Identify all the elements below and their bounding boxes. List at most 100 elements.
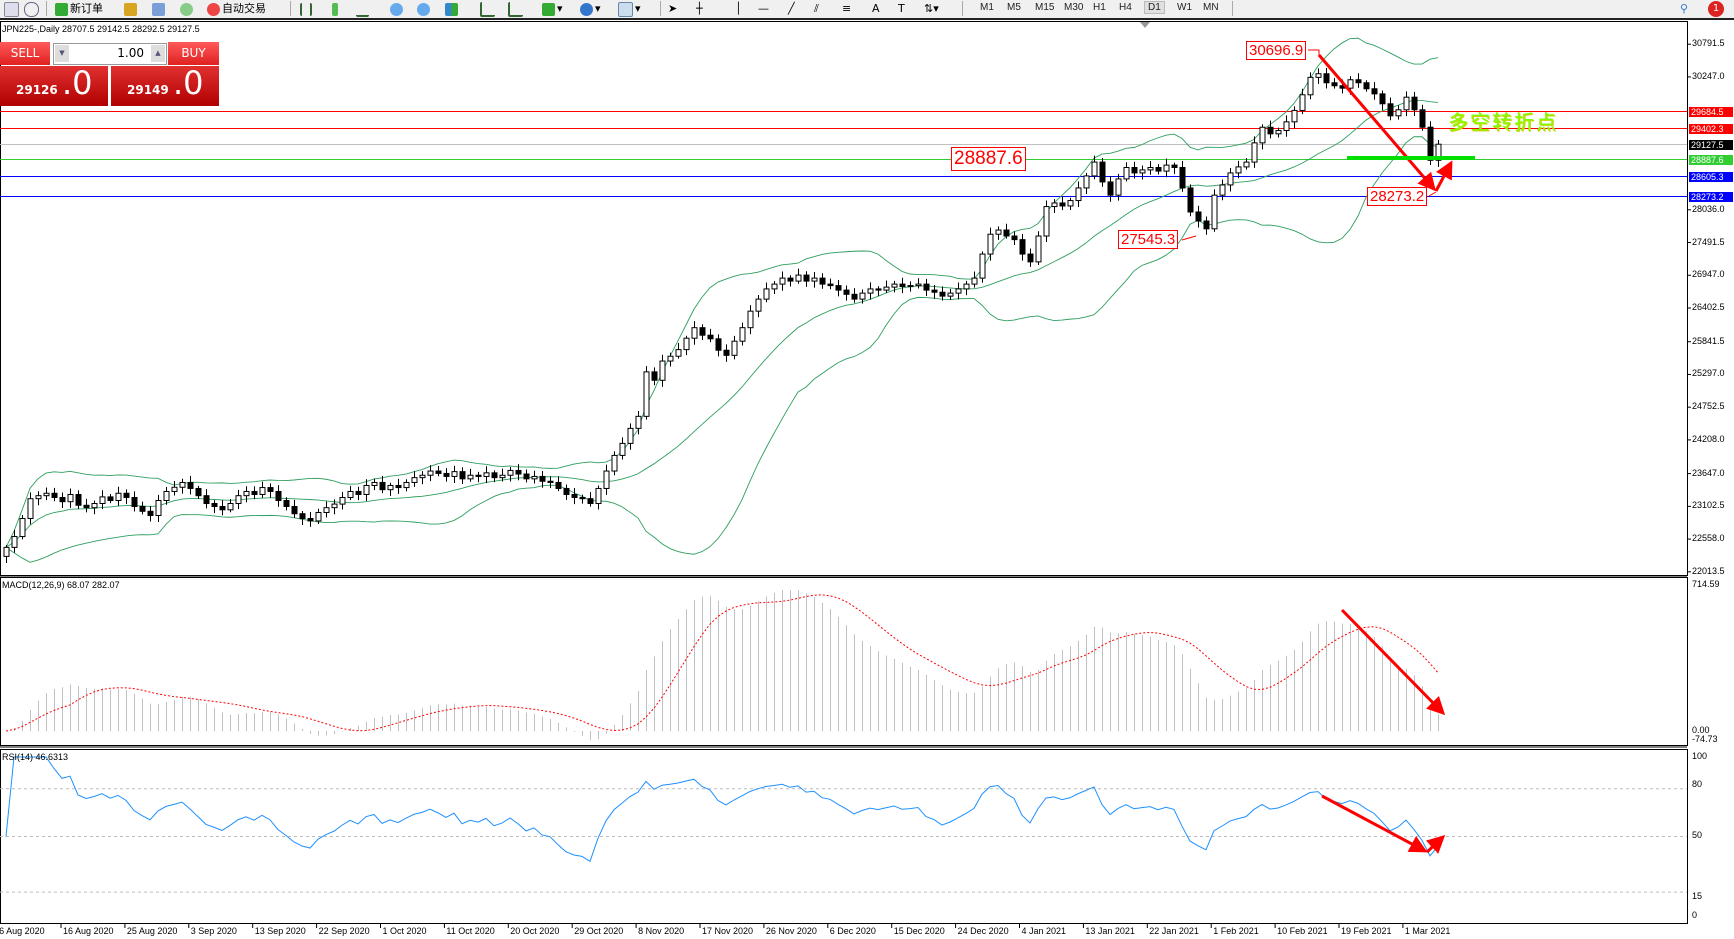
timeframe-d1[interactable]: D1 — [1144, 1, 1165, 14]
bar-chart-button[interactable] — [300, 1, 314, 16]
candle-bull — [659, 360, 666, 381]
crosshair-button[interactable]: ┼ — [696, 1, 703, 16]
recent-low-label-connector — [1428, 191, 1437, 197]
clock-icon — [580, 2, 593, 16]
notification-badge[interactable]: 1 — [1708, 1, 1724, 17]
line-chart-button[interactable] — [356, 1, 371, 17]
high-price-label[interactable]: 30696.9 — [1246, 41, 1307, 60]
candle-bear — [475, 474, 482, 477]
candle-bear — [435, 470, 442, 474]
periods-button[interactable]: ▾ — [580, 1, 601, 16]
candle-bull — [675, 349, 682, 357]
buy-price-button[interactable]: 29149 .0 — [111, 64, 219, 106]
candle-bear — [923, 283, 930, 291]
mid-price-label[interactable]: 28887.6 — [951, 147, 1026, 171]
horizontal-line-label[interactable]: 28273.2 — [1689, 191, 1733, 202]
toolbar-button-market[interactable] — [180, 1, 195, 16]
timeframe-m1[interactable]: M1 — [980, 2, 994, 13]
candle-bull — [891, 283, 898, 288]
horizontal-line-label[interactable]: 29402.3 — [1689, 123, 1733, 134]
turning-point-text[interactable]: 多空转折点 — [1448, 110, 1558, 134]
axis-ticks — [60, 43, 1691, 928]
timeframe-m15[interactable]: M15 — [1035, 2, 1055, 13]
templates-button[interactable]: ▾ — [618, 1, 641, 17]
autotrade-button[interactable]: 自动交易 — [207, 1, 266, 16]
horizontal-line-label[interactable]: 29684.5 — [1689, 106, 1733, 117]
timeframe-w1[interactable]: W1 — [1177, 2, 1192, 13]
text-button[interactable]: A — [872, 1, 880, 16]
candle-bear — [1267, 126, 1274, 135]
lot-size-stepper[interactable]: ▼ 1.00 ▲ — [53, 43, 167, 65]
arrows-button[interactable]: ⇅▾ — [924, 1, 939, 16]
timeframe-h1[interactable]: H1 — [1093, 2, 1106, 13]
toolbar-button-magnifier[interactable] — [24, 1, 41, 17]
candlestick-button[interactable] — [328, 1, 340, 16]
fibonacci-button[interactable]: ≡ — [842, 1, 851, 16]
chart-shift-button[interactable] — [508, 1, 525, 17]
toolbar-button-signals[interactable] — [152, 1, 167, 16]
sell-price-button[interactable]: 29126 .0 — [0, 64, 108, 106]
candle-bull — [1259, 126, 1266, 144]
candle-bull — [1275, 130, 1282, 135]
candle-bull — [747, 310, 754, 329]
text-label-button[interactable]: T — [898, 1, 905, 16]
search-button[interactable]: ⚲ — [1680, 1, 1688, 16]
decrease-lot-button[interactable]: ▼ — [55, 45, 69, 62]
candle-bear — [1131, 167, 1138, 174]
candle-bull — [259, 487, 266, 495]
indicators-button[interactable]: ▾ — [542, 1, 563, 16]
date-label: 13 Jan 2021 — [1085, 926, 1135, 936]
auto-scroll-button[interactable] — [480, 1, 497, 17]
candle-bear — [131, 496, 138, 507]
trendline-button[interactable]: ╱ — [788, 1, 795, 16]
sell-price-fraction: .0 — [62, 64, 93, 102]
toolbar-button-open[interactable] — [4, 1, 21, 17]
sell-button[interactable]: SELL — [0, 42, 50, 65]
timeframe-mn[interactable]: MN — [1203, 2, 1219, 13]
zoom-in-button[interactable] — [390, 1, 405, 16]
timeframe-m30[interactable]: M30 — [1064, 2, 1084, 13]
buy-button[interactable]: BUY — [168, 42, 219, 65]
zoom-out-button[interactable] — [417, 1, 432, 16]
candle-bull — [635, 415, 642, 429]
low-price-label[interactable]: 27545.3 — [1118, 230, 1179, 249]
candle-bull — [419, 474, 426, 479]
new-order-button[interactable]: 新订单 — [55, 1, 103, 16]
candle-bull — [1291, 109, 1298, 123]
toolbar-button-history[interactable] — [124, 1, 139, 16]
horizontal-line-label[interactable]: 28887.6 — [1689, 154, 1733, 165]
candle-bull — [1075, 187, 1082, 202]
candle-bear — [1379, 93, 1386, 105]
candle-bull — [995, 229, 1002, 235]
timeframe-m5[interactable]: M5 — [1007, 2, 1021, 13]
candle-bull — [603, 470, 610, 489]
increase-lot-button[interactable]: ▲ — [151, 45, 165, 62]
cursor-button[interactable]: ➤ — [668, 1, 677, 16]
candle-bull — [779, 277, 786, 285]
timeframe-h4[interactable]: H4 — [1119, 2, 1132, 13]
candle-bear — [1187, 187, 1194, 213]
candle-bull — [1219, 184, 1226, 196]
vertical-line-button[interactable]: │ — [735, 1, 742, 16]
candle-bull — [667, 355, 674, 362]
candle-bull — [1235, 166, 1242, 174]
tile-windows-button[interactable] — [445, 1, 460, 16]
horizontal-line-label[interactable]: 28605.3 — [1689, 171, 1733, 182]
price-tick-label: 27491.5 — [1692, 236, 1725, 247]
recent-low-price-label[interactable]: 28273.2 — [1367, 187, 1428, 206]
candle-bull — [1251, 142, 1258, 163]
lot-size-value[interactable]: 1.00 — [117, 46, 144, 60]
chevron-up-icon: ▲ — [155, 49, 161, 57]
horizontal-line-button[interactable]: — — [758, 1, 769, 16]
candle-bear — [251, 490, 258, 495]
candle-bull — [171, 486, 178, 492]
vertical-line-icon: │ — [735, 2, 742, 15]
candle-bull — [19, 518, 26, 538]
candle-bull — [795, 274, 802, 282]
price-tick-label: 24752.5 — [1692, 401, 1725, 412]
channel-button[interactable]: ⫽ — [814, 1, 819, 16]
rsi-trend-arrow — [1321, 794, 1428, 853]
horizontal-line-label[interactable]: 29127.5 — [1689, 139, 1733, 150]
candle-bear — [1155, 167, 1162, 172]
